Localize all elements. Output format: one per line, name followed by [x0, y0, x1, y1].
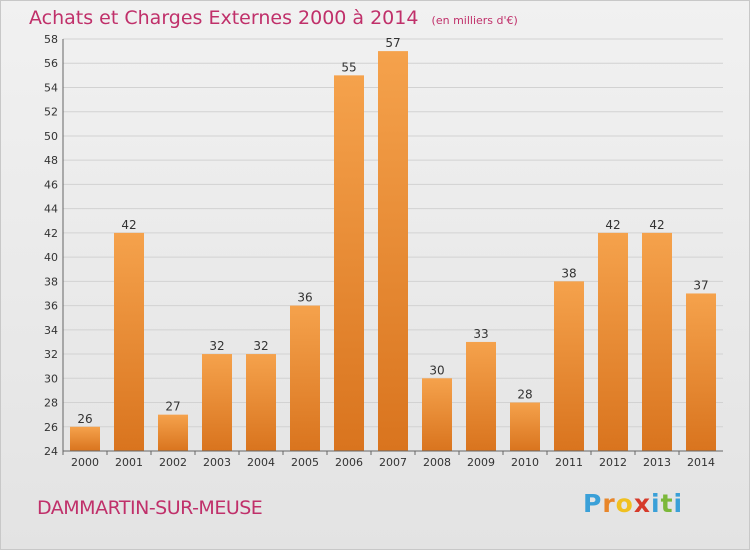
- logo-letter: P: [583, 489, 603, 518]
- x-tick-label: 2008: [423, 456, 451, 469]
- bar-2007: [378, 51, 408, 451]
- y-tick-label: 46: [44, 178, 58, 191]
- y-tick-label: 40: [44, 251, 58, 264]
- bar-2014: [686, 293, 716, 451]
- y-tick-label: 54: [44, 81, 58, 94]
- chart-header: Achats et Charges Externes 2000 à 2014 (…: [29, 7, 518, 29]
- x-tick-label: 2004: [247, 456, 275, 469]
- x-tick-label: 2014: [687, 456, 715, 469]
- y-tick-label: 32: [44, 348, 58, 361]
- value-label: 32: [209, 339, 224, 353]
- bar-2008: [422, 378, 452, 451]
- value-label: 33: [473, 327, 488, 341]
- y-tick-label: 42: [44, 227, 58, 240]
- value-label: 57: [385, 36, 400, 50]
- bar-2011: [554, 281, 584, 451]
- y-tick-label: 58: [44, 33, 58, 46]
- bar-2000: [70, 426, 100, 451]
- x-tick-label: 2011: [555, 456, 583, 469]
- y-tick-label: 28: [44, 397, 58, 410]
- value-labels: 26 42 27 32 32 36 55 57 30 33 28 38 42 42 37: [77, 36, 708, 426]
- value-label: 30: [429, 363, 444, 377]
- value-label: 37: [693, 278, 708, 292]
- bar-2004: [246, 354, 276, 451]
- proxiti-logo: Proxiti: [583, 489, 683, 518]
- logo-letter: r: [602, 489, 616, 518]
- axes: [62, 39, 723, 455]
- x-tick-label: 2012: [599, 456, 627, 469]
- y-tick-label: 36: [44, 300, 58, 313]
- value-label: 42: [121, 218, 136, 232]
- x-tick-label: 2003: [203, 456, 231, 469]
- x-tick-label: 2001: [115, 456, 143, 469]
- x-tick-label: 2010: [511, 456, 539, 469]
- bar-2013: [642, 232, 672, 451]
- x-tick-label: 2005: [291, 456, 319, 469]
- y-tick-label: 50: [44, 130, 58, 143]
- value-label: 32: [253, 339, 268, 353]
- x-tick-label: 2009: [467, 456, 495, 469]
- value-label: 26: [77, 412, 92, 426]
- x-tick-label: 2000: [71, 456, 99, 469]
- value-label: 55: [341, 60, 356, 74]
- x-tick-label: 2013: [643, 456, 671, 469]
- y-tick-label: 26: [44, 421, 58, 434]
- town-name: DAMMARTIN-SUR-MEUSE: [37, 497, 263, 519]
- value-label: 27: [165, 400, 180, 414]
- logo-letter: i: [673, 489, 684, 518]
- logo-letter: x: [633, 489, 651, 518]
- y-tick-label: 48: [44, 154, 58, 167]
- y-tick-label: 52: [44, 106, 58, 119]
- bar-2006: [334, 75, 364, 452]
- value-label: 42: [649, 218, 664, 232]
- chart-unit: (en milliers d'€): [431, 14, 518, 27]
- y-tick-label: 44: [44, 203, 58, 216]
- y-tick-labels: 24 26 28 30 32 34 36 38 40 42 44 46 48 50 52 54 56 58: [44, 33, 58, 458]
- value-label: 42: [605, 218, 620, 232]
- bar-2002: [158, 414, 188, 451]
- y-tick-label: 24: [44, 445, 58, 458]
- value-label: 28: [517, 388, 532, 402]
- x-tick-label: 2002: [159, 456, 187, 469]
- bars: [70, 51, 716, 452]
- bar-2005: [290, 305, 320, 451]
- bar-2003: [202, 354, 232, 451]
- x-tick-labels: 2000 2001 2002 2003 2004 2005 2006 2007 2008 2009…: [71, 456, 715, 469]
- y-tick-label: 30: [44, 372, 58, 385]
- bar-2001: [114, 232, 144, 451]
- x-tick-label: 2006: [335, 456, 363, 469]
- chart-title: Achats et Charges Externes 2000 à 2014: [29, 7, 419, 29]
- y-tick-label: 56: [44, 57, 58, 70]
- value-label: 38: [561, 266, 576, 280]
- value-label: 36: [297, 291, 312, 305]
- y-tick-label: 34: [44, 324, 58, 337]
- bar-2012: [598, 232, 628, 451]
- logo-letter: t: [660, 489, 674, 518]
- x-tick-label: 2007: [379, 456, 407, 469]
- y-tick-label: 38: [44, 275, 58, 288]
- logo-letter: i: [651, 489, 661, 518]
- logo-letter: o: [615, 489, 634, 518]
- bar-2010: [510, 402, 540, 451]
- bar-2009: [466, 341, 496, 451]
